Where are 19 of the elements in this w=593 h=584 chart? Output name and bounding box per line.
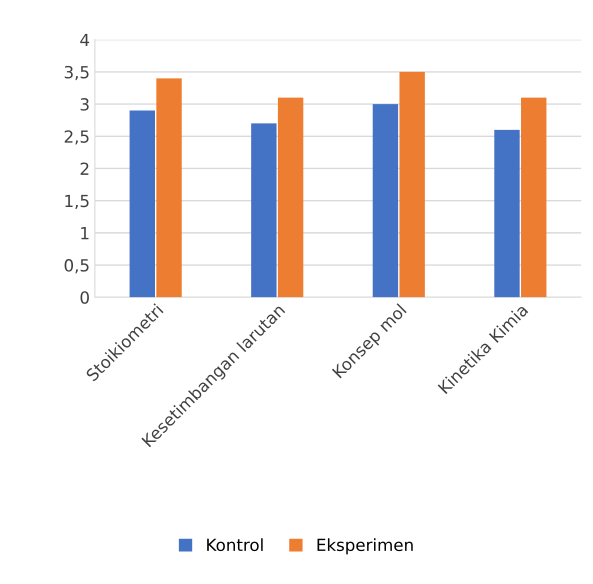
bar xyxy=(156,78,182,298)
bar xyxy=(278,98,304,298)
bar xyxy=(494,130,520,298)
bar xyxy=(251,123,277,298)
y-tick-label: 2 xyxy=(80,162,88,175)
bar xyxy=(521,98,546,298)
y-tick-label: 1,5 xyxy=(65,194,89,209)
y-tick-label: 1 xyxy=(81,227,88,240)
y-tick-label: 0 xyxy=(80,291,89,304)
y-tick-label: 3,5 xyxy=(64,66,89,80)
bar xyxy=(399,72,425,298)
bar xyxy=(372,104,398,298)
y-tick-label: 0,5 xyxy=(64,259,89,274)
legend-label: Kontrol xyxy=(207,538,263,552)
y-tick-label: 2,5 xyxy=(64,130,89,145)
y-tick-label: 3 xyxy=(80,98,89,111)
bar xyxy=(130,110,155,298)
legend-label: Eksperimen xyxy=(318,538,413,554)
y-tick-label: 4 xyxy=(80,34,90,46)
